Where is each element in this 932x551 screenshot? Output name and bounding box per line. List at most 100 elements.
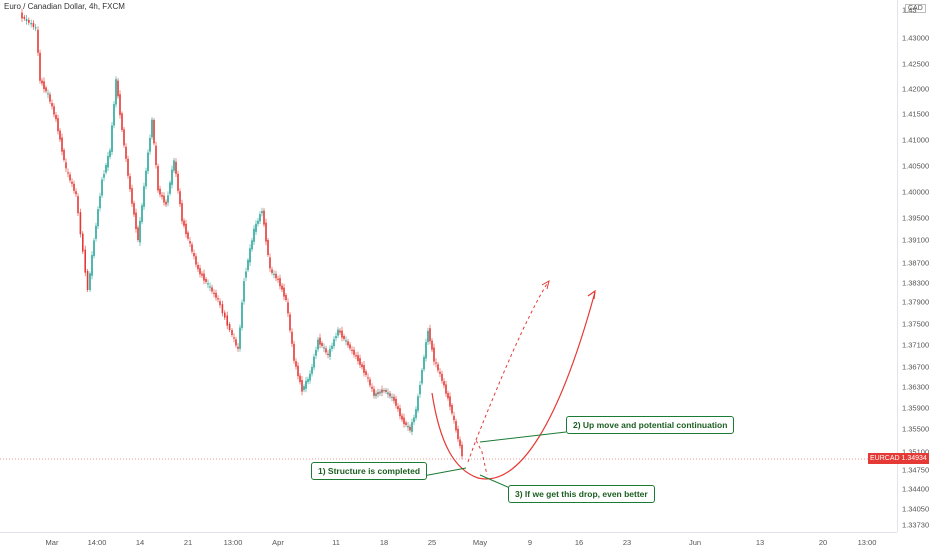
candle-body <box>37 29 39 53</box>
candle-body <box>251 240 253 250</box>
candle-body <box>247 260 249 270</box>
candle-body <box>165 201 167 205</box>
candle-body <box>281 285 283 290</box>
candle-body <box>95 225 97 239</box>
candle-body <box>183 220 185 226</box>
candle-body <box>319 337 321 345</box>
candle-body <box>199 268 201 275</box>
candle-body <box>391 396 393 398</box>
candle-body <box>167 195 169 203</box>
candle-body <box>283 287 285 297</box>
callout-up-move[interactable]: 2) Up move and potential continuation <box>566 416 735 434</box>
callout-drop[interactable]: 3) If we get this drop, even better <box>508 485 655 503</box>
candle-body <box>119 94 121 115</box>
candle-body <box>253 228 255 242</box>
candle-body <box>235 339 237 346</box>
candle-body <box>73 183 75 191</box>
callout-pointer-2 <box>479 431 567 443</box>
candle-body <box>441 373 443 381</box>
candle-body <box>129 176 131 190</box>
candle-body <box>79 212 82 235</box>
time-tick-label: 16 <box>574 538 584 547</box>
chart-title: Euro / Canadian Dollar, 4h, FXCM <box>4 2 125 11</box>
candle-body <box>82 233 84 252</box>
candle-body <box>395 398 397 406</box>
candle-body <box>407 425 409 428</box>
candle-body <box>101 179 103 196</box>
candle-body <box>217 298 219 300</box>
candle-body <box>105 165 107 173</box>
arrow-head-dashed-icon <box>541 279 550 290</box>
candle-body <box>295 361 297 367</box>
time-tick-label: Mar <box>45 538 59 547</box>
candle-body <box>135 212 137 230</box>
price-tick-label: 1.36300 <box>902 382 930 392</box>
candle-body <box>311 367 313 374</box>
candle-body <box>117 80 119 97</box>
price-axis[interactable]: 1.43 1.43000 1.42500 1.42000 1.41500 1.41000 1… <box>897 0 932 532</box>
price-tick-label: 1.36700 <box>902 362 930 372</box>
candle-body <box>287 302 289 314</box>
candle-body <box>399 408 401 417</box>
time-tick-label: 13:00 <box>857 538 877 547</box>
candle-body <box>347 341 349 346</box>
candle-body <box>265 222 267 242</box>
candle-body <box>345 340 347 342</box>
candle-body <box>303 386 305 390</box>
candle-body <box>71 181 73 184</box>
candle-body <box>139 220 141 243</box>
candle-body <box>219 301 221 306</box>
currency-tag[interactable]: CAD <box>905 4 926 13</box>
callout-structure-completed[interactable]: 1) Structure is completed <box>311 462 428 480</box>
candle-body <box>233 337 235 339</box>
candle-body <box>147 152 149 172</box>
candle-body <box>121 113 123 130</box>
candle-body <box>361 364 363 368</box>
candle-body <box>243 281 245 302</box>
candle-body <box>213 292 215 294</box>
candle-body <box>179 191 181 205</box>
candle-body <box>224 312 226 318</box>
callout-pointer-3 <box>479 474 511 489</box>
candle-body <box>181 203 183 222</box>
time-tick-label: 13 <box>755 538 765 547</box>
candle-body <box>197 264 199 270</box>
candle-body <box>63 150 65 160</box>
candle-body <box>133 203 135 215</box>
candle-body <box>65 162 67 169</box>
candle-body <box>237 346 239 349</box>
candle-body <box>401 415 403 420</box>
candle-body <box>153 120 155 144</box>
candle-body <box>409 426 411 431</box>
candle-body <box>30 23 32 25</box>
projected-path-dashed <box>467 281 549 476</box>
price-tick-label: 1.34400 <box>902 484 930 494</box>
candle-body <box>291 331 293 344</box>
candle-body <box>417 396 419 411</box>
candle-body <box>239 327 241 349</box>
candle-body <box>175 161 177 174</box>
candle-body <box>405 422 407 425</box>
candle-body <box>215 292 217 298</box>
price-tick-label: 1.35100 <box>902 447 930 457</box>
candle-body <box>28 19 30 23</box>
candle-body <box>359 358 361 365</box>
candle-body <box>41 80 43 84</box>
candle-body <box>397 406 399 410</box>
candle-body <box>123 129 125 146</box>
candle-body <box>447 393 449 399</box>
candle-body <box>435 362 437 364</box>
time-tick-label: 25 <box>427 538 437 547</box>
callout-pointer-1 <box>422 467 467 477</box>
time-tick-label: 9 <box>527 538 533 547</box>
candle-body <box>373 388 375 396</box>
time-axis[interactable]: Mar 14:00 14 21 13:00 Apr 11 18 25 May 9 16 23 Jun 13 2… <box>0 532 897 551</box>
candle-body <box>323 347 325 349</box>
candle-body <box>201 273 203 276</box>
candle-body <box>307 379 309 382</box>
current-price-symbol: EURCAD <box>870 455 900 462</box>
time-tick-label: 14:00 <box>87 538 107 547</box>
candle-body <box>107 155 109 168</box>
